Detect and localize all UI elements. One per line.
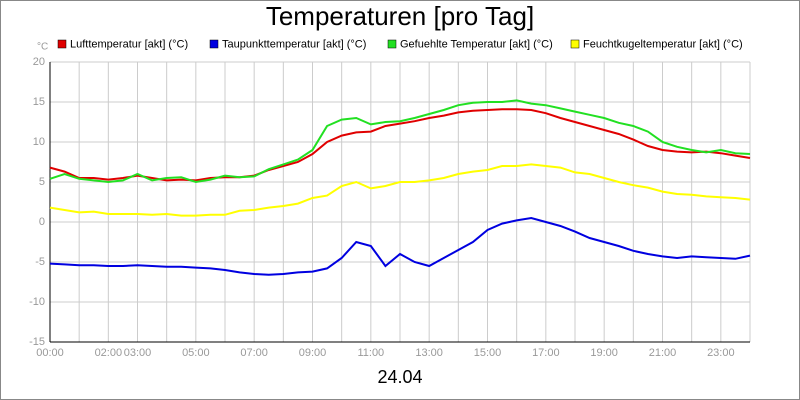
x-label: 24.04 bbox=[377, 367, 422, 387]
series-line bbox=[49, 216, 751, 276]
legend-label: Taupunkttemperatur [akt] (°C) bbox=[222, 38, 366, 50]
x-tick-label: 05:00 bbox=[182, 347, 210, 359]
x-tick-label: 09:00 bbox=[299, 347, 327, 359]
y-tick-label: 20 bbox=[33, 56, 45, 68]
x-tick-label: 21:00 bbox=[649, 347, 677, 359]
series-line bbox=[49, 163, 751, 217]
x-tick-label: 03:00 bbox=[124, 347, 152, 359]
chart-title: Temperaturen [pro Tag] bbox=[266, 1, 534, 31]
x-tick-label: 07:00 bbox=[240, 347, 268, 359]
y-tick-label: 10 bbox=[33, 136, 45, 148]
legend-swatch bbox=[570, 39, 580, 49]
y-unit: °C bbox=[37, 42, 48, 53]
x-tick-label: 19:00 bbox=[590, 347, 618, 359]
y-tick-label: -15 bbox=[29, 336, 45, 348]
x-tick-label: 11:00 bbox=[357, 347, 384, 359]
legend-label: Lufttemperatur [akt] (°C) bbox=[70, 38, 188, 50]
x-tick-label: 17:00 bbox=[532, 347, 560, 359]
y-tick-label: 15 bbox=[33, 96, 45, 108]
series-line bbox=[49, 99, 751, 184]
legend-label: Gefuehlte Temperatur [akt] (°C) bbox=[400, 38, 553, 50]
x-tick-label: 00:00 bbox=[36, 347, 64, 359]
x-tick-label: 02:00 bbox=[95, 347, 123, 359]
legend-label: Feuchtkugeltemperatur [akt] (°C) bbox=[583, 38, 743, 50]
y-tick-label: -10 bbox=[29, 296, 45, 308]
legend-swatch bbox=[387, 39, 397, 49]
x-tick-label: 13:00 bbox=[415, 347, 443, 359]
y-tick-label: -5 bbox=[35, 256, 45, 268]
series-line bbox=[49, 108, 751, 182]
legend-swatch bbox=[57, 39, 67, 49]
y-tick-label: 5 bbox=[39, 176, 45, 188]
x-tick-label: 15:00 bbox=[474, 347, 502, 359]
legend-swatch bbox=[209, 39, 219, 49]
x-tick-label: 23:00 bbox=[707, 347, 735, 359]
y-tick-label: 0 bbox=[39, 216, 45, 228]
